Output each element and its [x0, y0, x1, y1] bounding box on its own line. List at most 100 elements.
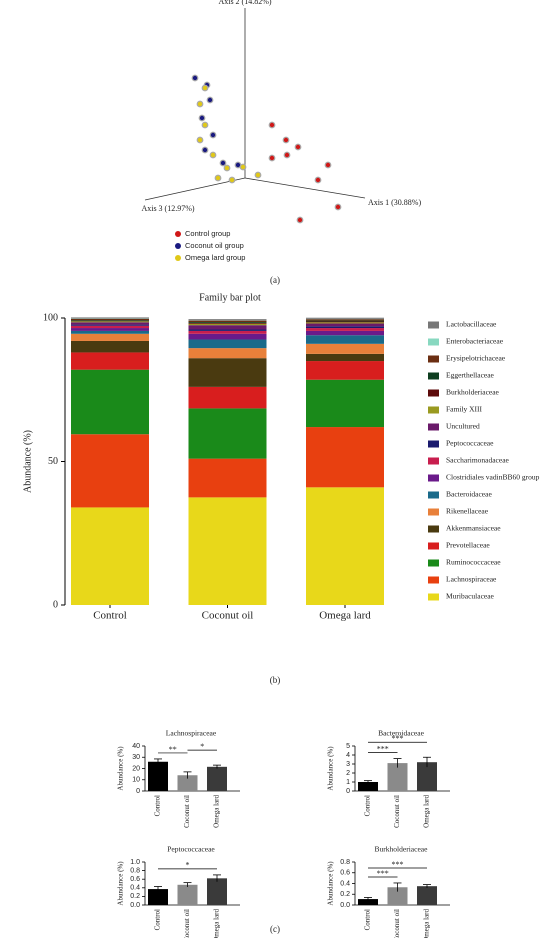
x-tick-label: Control — [154, 795, 162, 816]
bar-segment — [71, 322, 149, 325]
bar-segment — [306, 328, 384, 331]
bar — [387, 763, 408, 791]
x-tick-label: Omega lard — [423, 909, 431, 938]
y-axis-label: Abundance (%) — [117, 861, 125, 906]
legend-label: Lactobacillaceae — [446, 320, 497, 329]
significance-label: ** — [169, 745, 177, 754]
y-tick-label: 2 — [346, 770, 350, 777]
bar-segment — [71, 317, 149, 319]
bar-segment — [306, 335, 384, 344]
bar-segment — [188, 408, 267, 459]
bar-segment — [71, 333, 149, 341]
y-tick-label: 0.2 — [130, 893, 140, 900]
axis-line — [244, 177, 366, 199]
point — [198, 114, 206, 122]
point — [206, 96, 214, 104]
chart-title: Family bar plot — [199, 292, 261, 303]
legend-label: Bacteroidaceae — [446, 490, 492, 499]
bar — [358, 899, 378, 905]
y-tick-label: 1 — [346, 779, 350, 786]
point — [196, 136, 204, 144]
legend-swatch — [428, 338, 439, 346]
point — [334, 203, 342, 211]
y-tick-label: 10 — [132, 777, 140, 784]
significance-label: * — [200, 742, 204, 751]
legend-swatch — [428, 423, 439, 431]
legend-swatch — [428, 508, 439, 516]
y-tick-label: 0.8 — [340, 859, 350, 866]
bar-segment — [306, 353, 384, 362]
x-tick-label: Coconut oil — [393, 909, 401, 938]
point — [283, 151, 291, 159]
legend-label: Lachnospiraceae — [446, 575, 497, 584]
legend-label: Burkholderiaceae — [446, 388, 500, 397]
bar-segment — [188, 329, 267, 331]
bar-segment — [71, 369, 149, 435]
bar-segment — [71, 324, 149, 326]
legend-label: Erysipelotrichaceae — [446, 354, 506, 363]
axis-label: Axis 3 (12.97%) — [141, 204, 194, 213]
y-tick-label: 0.4 — [130, 885, 140, 892]
point — [209, 151, 217, 159]
x-tick-label: Control — [364, 909, 372, 930]
legend-label: Omega lard group — [185, 253, 245, 262]
y-tick-label: 40 — [132, 743, 140, 750]
significance-label: * — [186, 861, 190, 870]
bar — [207, 766, 227, 791]
chart-title: Bacteroidaceae — [378, 729, 424, 738]
y-tick-label: 0.0 — [130, 902, 140, 909]
significance-label: *** — [377, 869, 389, 878]
bar-segment — [188, 322, 267, 324]
y-tick-label: 0.2 — [340, 891, 350, 898]
legend-swatch — [428, 457, 439, 465]
point — [254, 171, 262, 179]
bar — [177, 884, 198, 905]
point — [324, 161, 332, 169]
bar-segment — [188, 320, 267, 323]
legend-label: Prevotellaceae — [446, 541, 490, 550]
point — [296, 216, 304, 224]
chart-title: Peptococcaceae — [167, 845, 215, 854]
panel-label: (b) — [270, 675, 281, 685]
bar-segment — [306, 343, 384, 354]
bar-segment — [306, 323, 384, 327]
legend-label: Family XIII — [446, 405, 483, 414]
legend-swatch — [428, 406, 439, 414]
bar-segment — [188, 333, 267, 340]
x-tick-label: Coconut oil — [183, 795, 191, 828]
y-tick-label: 0 — [346, 788, 350, 795]
bar-segment — [188, 497, 267, 605]
point — [201, 84, 209, 92]
bar-segment — [306, 330, 384, 336]
legend-swatch — [428, 474, 439, 482]
legend-swatch — [428, 389, 439, 397]
x-tick-label: Omega lard — [213, 909, 221, 938]
x-tick-label: Coconut oil — [393, 795, 401, 828]
y-tick-label: 3 — [346, 761, 350, 768]
x-tick-label: Omega lard — [423, 795, 431, 828]
bar-segment — [71, 325, 149, 329]
bar — [417, 886, 437, 905]
legend-label: Peptococcaceae — [446, 439, 494, 448]
legend-swatch — [428, 559, 439, 567]
x-tick-label: Coconut oil — [202, 610, 254, 622]
bar-segment — [188, 322, 267, 323]
legend-marker — [175, 255, 181, 261]
bar — [177, 775, 198, 791]
y-tick-label: 30 — [132, 754, 140, 761]
legend-label: Rikenellaceae — [446, 507, 489, 516]
point — [219, 159, 227, 167]
bar — [148, 889, 168, 905]
x-tick-label: Control — [364, 795, 372, 816]
significance-label: *** — [392, 860, 404, 869]
y-tick-label: 100 — [43, 312, 58, 323]
bar-segment — [71, 507, 149, 605]
bar-segment — [71, 352, 149, 370]
point — [268, 154, 276, 162]
point — [223, 164, 231, 172]
y-tick-label: 50 — [48, 456, 58, 467]
bar-segment — [188, 319, 267, 321]
legend-label: Muribaculaceae — [446, 592, 495, 601]
bar — [148, 761, 168, 791]
point — [228, 176, 236, 184]
